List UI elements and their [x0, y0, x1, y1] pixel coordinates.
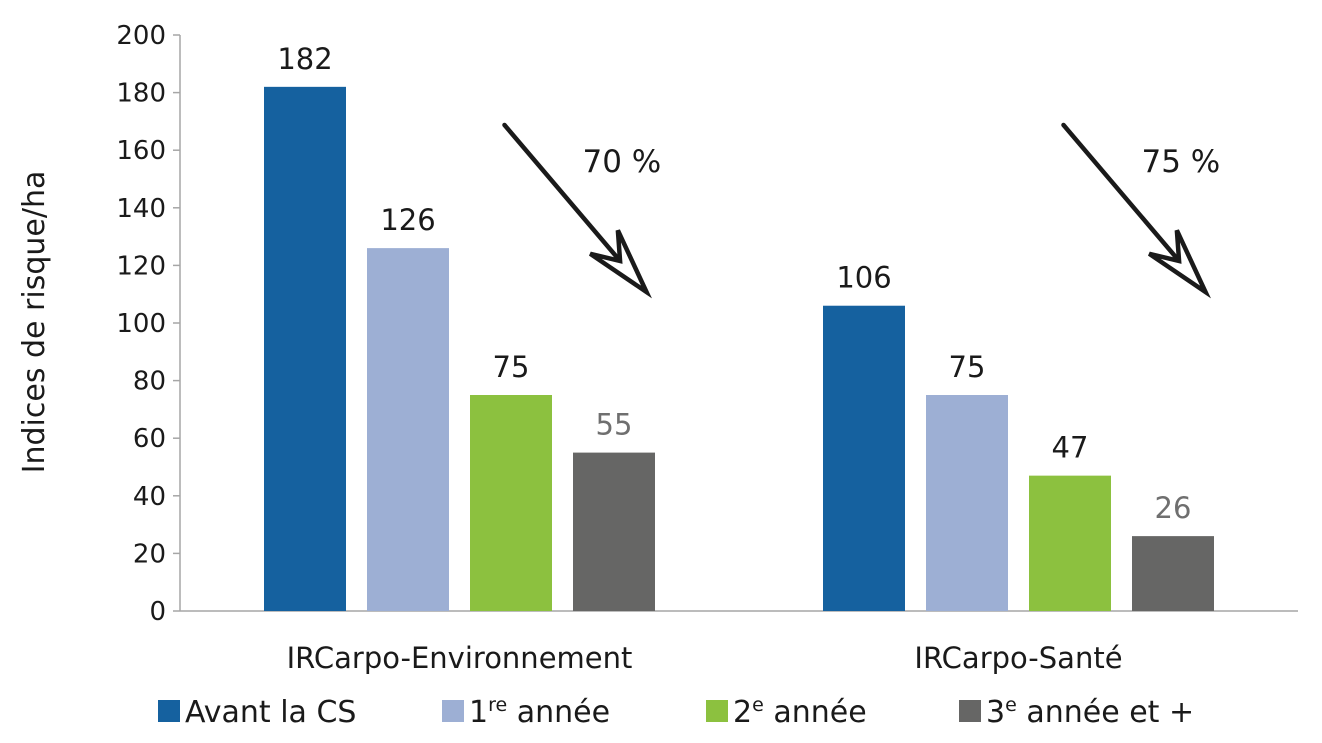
x-category-label: IRCarpo-Environnement — [287, 641, 633, 675]
data-label-ircarpo-sante-2e-annee: 47 — [1052, 431, 1089, 465]
legend-swatch — [959, 700, 981, 722]
y-tick-label: 0 — [149, 597, 166, 627]
annotations-group: 70 % 75 % — [502, 122, 1221, 299]
reduction-arrow-ircarpo-sante — [1061, 122, 1211, 299]
bar-ircarpo-environnement-1re-annee — [367, 248, 449, 611]
y-tick-label: 20 — [133, 539, 166, 569]
reduction-label-ircarpo-environnement: 70 % — [583, 144, 662, 180]
y-tick-label: 120 — [116, 251, 166, 281]
bar-ircarpo-environnement-2e-annee — [470, 395, 552, 611]
bar-ircarpo-environnement-avant-la-cs — [264, 86, 346, 612]
bar-ircarpo-sante-avant-la-cs — [823, 305, 905, 611]
legend-swatch — [706, 700, 728, 722]
bar-ircarpo-environnement-3e-annee-et — [573, 452, 655, 611]
legend-label: Avant la CS — [185, 695, 356, 730]
data-label-ircarpo-sante-avant-la-cs: 106 — [836, 261, 891, 295]
data-label-ircarpo-environnement-2e-annee: 75 — [493, 350, 530, 384]
legend-swatch — [442, 700, 464, 722]
legend-item-avant-la-cs: Avant la CS — [158, 695, 356, 730]
y-tick-label: 100 — [116, 309, 166, 339]
bar-ircarpo-sante-2e-annee — [1029, 475, 1111, 611]
legend-item-1re-annee: 1re année — [442, 694, 610, 730]
reduction-arrow-ircarpo-environnement — [502, 122, 652, 299]
y-tick-label: 160 — [116, 136, 166, 166]
data-labels-group: 182 126 75 55 106 75 47 26 — [277, 42, 1191, 525]
legend-label: 3e année et + — [986, 694, 1194, 730]
legend-label: 2e année — [733, 694, 867, 730]
data-label-ircarpo-environnement-avant-la-cs: 182 — [277, 42, 332, 76]
y-tick-label: 140 — [116, 194, 166, 224]
legend-item-2e-annee: 2e année — [706, 694, 867, 730]
y-tick-label: 200 — [116, 21, 166, 51]
bars-group — [264, 86, 1214, 612]
x-category-label: IRCarpo-Santé — [914, 641, 1122, 675]
data-label-ircarpo-sante-3e-annee-et: 26 — [1155, 491, 1192, 525]
y-tick-label: 80 — [133, 367, 166, 397]
legend: Avant la CS 1re année 2e année 3e année et … — [158, 694, 1194, 730]
y-tick-label: 40 — [133, 482, 166, 512]
data-label-ircarpo-environnement-1re-annee: 126 — [380, 203, 435, 237]
reduction-label-ircarpo-sante: 75 % — [1142, 144, 1221, 180]
data-label-ircarpo-sante-1re-annee: 75 — [949, 350, 986, 384]
bar-ircarpo-sante-3e-annee-et — [1132, 536, 1214, 611]
y-tick-label: 180 — [116, 79, 166, 109]
y-tick-label: 60 — [133, 424, 166, 454]
data-label-ircarpo-environnement-3e-annee-et: 55 — [596, 408, 633, 442]
legend-label: 1re année — [469, 694, 610, 730]
y-axis-title: Indices de risque/ha — [17, 171, 52, 474]
legend-item-3e-annee-et: 3e année et + — [959, 694, 1194, 730]
x-axis: IRCarpo-Environnement IRCarpo-Santé — [180, 610, 1298, 675]
bar-ircarpo-sante-1re-annee — [926, 395, 1008, 611]
y-axis: 0 20 40 60 80 100 120 140 160 180 200 — [116, 21, 181, 627]
legend-swatch — [158, 700, 180, 722]
